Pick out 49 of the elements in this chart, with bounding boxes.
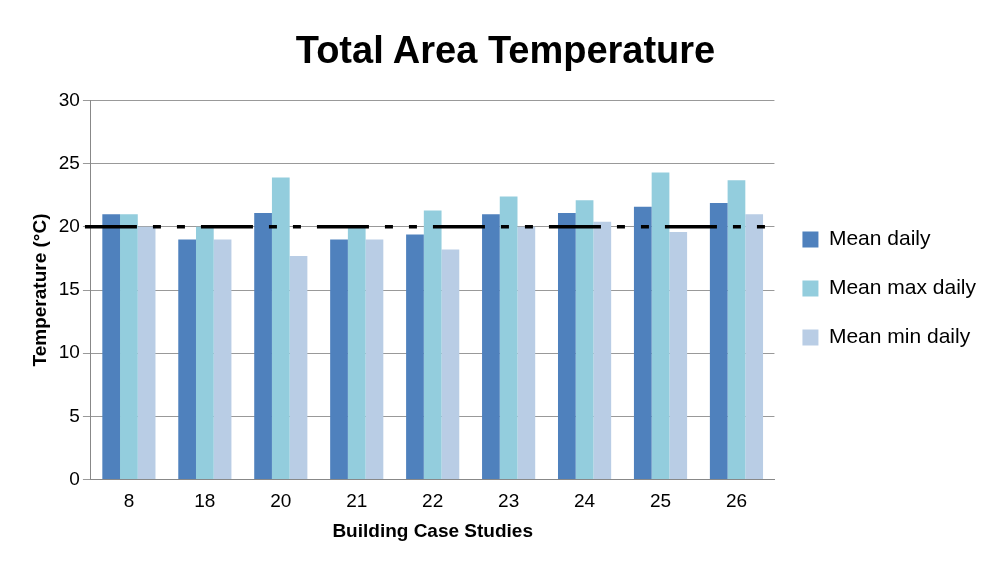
bar: [195, 226, 214, 479]
y-tick-label: 15: [58, 278, 80, 300]
y-tick-label: 25: [58, 151, 80, 173]
bar: [102, 214, 121, 479]
bar: [137, 226, 156, 479]
bar: [633, 206, 652, 479]
x-tick-label: 8: [123, 490, 135, 512]
chart-title: Total Area Temperature: [295, 29, 716, 72]
x-tick-label: 21: [346, 490, 368, 512]
bar: [406, 234, 424, 479]
x-tick-label: 24: [574, 490, 596, 512]
bar: [669, 231, 688, 479]
x-tick-label: 26: [725, 490, 748, 512]
bar: [271, 177, 290, 479]
x-tick-label: 20: [270, 490, 292, 512]
y-tick-label: 20: [58, 215, 80, 237]
bar: [482, 214, 500, 479]
x-tick-label: 22: [422, 490, 444, 512]
y-tick-label: 0: [69, 467, 80, 489]
legend-label: Mean max daily: [828, 275, 977, 299]
bar: [289, 255, 308, 479]
bar: [178, 239, 196, 479]
bar: [347, 226, 366, 479]
bar: [365, 239, 384, 479]
bar: [709, 202, 728, 479]
bar: [727, 180, 746, 479]
legend-label: Mean daily: [828, 226, 931, 250]
y-tick-label: 10: [58, 341, 80, 363]
x-tick-label: 25: [649, 490, 672, 512]
y-tick-label: 30: [58, 88, 80, 110]
x-tick-label: 23: [498, 490, 520, 512]
bar: [441, 249, 460, 479]
bar: [213, 239, 232, 479]
bar: [499, 196, 518, 479]
bar: [120, 214, 138, 479]
bar: [558, 212, 576, 479]
x-tick-label: 18: [194, 490, 216, 512]
bar: [330, 239, 348, 479]
y-tick-label: 5: [69, 404, 80, 426]
y-axis-title: Temperature (°C): [28, 213, 50, 367]
bar: [575, 200, 594, 479]
legend-label: Mean min daily: [828, 324, 971, 348]
x-axis-title: Building Case Studies: [332, 519, 533, 541]
bar: [651, 172, 670, 479]
bar: [254, 212, 272, 479]
bar: [423, 210, 442, 479]
bar: [517, 226, 536, 479]
bar: [593, 221, 612, 479]
bar: [745, 214, 764, 479]
